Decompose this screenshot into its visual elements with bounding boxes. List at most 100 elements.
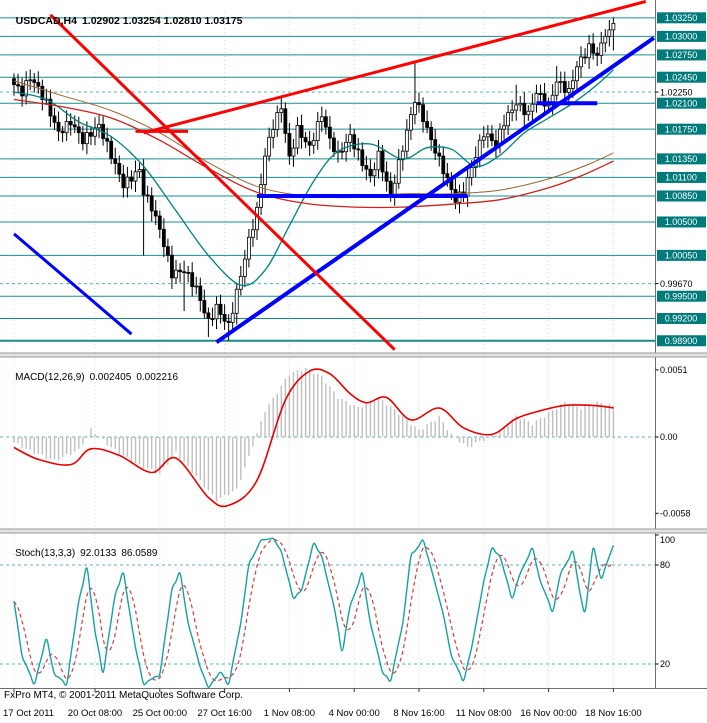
- price-badge[interactable]: [657, 97, 706, 109]
- price-badge[interactable]: [657, 216, 706, 228]
- candle-body: [263, 155, 268, 185]
- price-axis[interactable]: 1.03250 1.03000 1.02750 1.02450 1.022501.021…: [655, 0, 707, 689]
- candle-body: [542, 93, 547, 107]
- panel-separator[interactable]: [0, 529, 707, 533]
- candle-body: [441, 155, 446, 175]
- price-badge-label: 1.00500: [665, 217, 698, 227]
- candle-body: [571, 80, 575, 89]
- time-axis[interactable]: 17 Oct 2011 20 Oct 08:00 25 Oct 00:00 27 Oc…: [0, 688, 707, 720]
- candle-body: [332, 137, 336, 152]
- symbol-timeframe-label: USDCAD,H4: [15, 15, 77, 27]
- candle-body: [117, 163, 122, 175]
- candle-body: [356, 148, 361, 151]
- candle-body: [279, 108, 284, 113]
- price-badge[interactable]: [657, 290, 706, 302]
- candle-body: [218, 303, 223, 315]
- price-badge[interactable]: [657, 190, 706, 202]
- candle-body: [125, 176, 130, 189]
- candle-body: [327, 126, 332, 139]
- candle-body: [510, 109, 515, 114]
- copyright-label: FxPro MT4, © 2001-2011 MetaQuotes Softwa…: [4, 690, 243, 701]
- candle-body: [206, 312, 211, 319]
- candle-body: [242, 258, 247, 277]
- panel-separator[interactable]: [0, 353, 707, 357]
- candle-body: [413, 102, 417, 115]
- price-badge-label: 1.01350: [665, 154, 698, 164]
- price-badge[interactable]: [657, 153, 706, 165]
- price-badge[interactable]: [657, 71, 706, 83]
- candle-body: [210, 318, 215, 320]
- candle-body: [190, 272, 195, 287]
- candle-body: [530, 103, 535, 112]
- macd-panel[interactable]: [0, 367, 656, 508]
- red-descending-trendline[interactable]: [49, 13, 396, 351]
- time-axis-label[interactable]: 18 Nov 16:00: [585, 708, 642, 719]
- price-badge-label: 1.00050: [665, 251, 698, 261]
- macd-main-value: 0.002405: [89, 372, 132, 383]
- stoch-k-line: [13, 537, 615, 688]
- time-axis-label[interactable]: 11 Nov 08:00: [456, 708, 512, 719]
- price-badge-label: 1.00850: [665, 191, 698, 201]
- candle-body: [93, 127, 97, 137]
- candle-body: [587, 43, 591, 59]
- price-badge[interactable]: [657, 12, 706, 24]
- candle-body: [234, 288, 239, 314]
- price-badge-label: 1.03250: [665, 13, 698, 23]
- stoch-d-value: 86.0589: [121, 548, 158, 559]
- red-ascending-trendline[interactable]: [143, 0, 647, 135]
- price-badge[interactable]: [657, 123, 706, 135]
- candle-body: [194, 285, 199, 288]
- price-badge[interactable]: [657, 335, 706, 347]
- candle-body: [80, 132, 85, 145]
- blue-descending-trendline[interactable]: [13, 232, 133, 336]
- candle-body: [417, 102, 421, 106]
- candle-body: [518, 102, 523, 106]
- time-axis-label[interactable]: 17 Oct 2011: [3, 708, 54, 719]
- candle-body: [575, 66, 579, 82]
- trendlines-layer[interactable]: [13, 0, 656, 351]
- price-badge-label: 1.02450: [665, 72, 698, 82]
- candle-body: [311, 140, 316, 146]
- price-badge[interactable]: [657, 312, 706, 324]
- header-ohlc-values: 1.02902 1.03254 1.02810 1.03175: [81, 15, 243, 27]
- candle-body: [595, 52, 600, 56]
- price-badge[interactable]: [657, 49, 706, 61]
- candle-body: [364, 165, 369, 170]
- time-axis-label[interactable]: 16 Nov 00:00: [520, 708, 577, 719]
- stoch-indicator-label: Stoch(13,3,3): [15, 548, 76, 559]
- candle-body: [489, 133, 494, 142]
- macd-axis-label: 0.0051: [660, 365, 688, 375]
- candle-body: [554, 81, 559, 96]
- candle-body: [149, 195, 154, 212]
- candle-body: [583, 56, 587, 59]
- candle-body: [246, 236, 251, 260]
- candle-body: [165, 246, 170, 256]
- candle-body: [408, 114, 413, 131]
- time-axis-label[interactable]: 1 Nov 08:00: [264, 708, 315, 719]
- candle-body: [32, 79, 37, 83]
- candle-body: [526, 110, 531, 116]
- candle-body: [303, 137, 308, 143]
- stoch-k-value: 92.0133: [80, 548, 117, 559]
- time-axis-label[interactable]: 20 Oct 08:00: [68, 708, 122, 719]
- price-badge[interactable]: [657, 249, 706, 261]
- candle-body: [76, 126, 81, 134]
- candle-body: [178, 269, 182, 273]
- price-axis-label: 1.02250: [660, 87, 693, 97]
- macd-signal-value: 0.002216: [136, 372, 179, 383]
- stoch-panel[interactable]: [0, 537, 656, 688]
- price-badge[interactable]: [657, 30, 706, 42]
- price-badge[interactable]: [657, 171, 706, 183]
- time-axis-label[interactable]: 4 Nov 00:00: [329, 708, 380, 719]
- candle-body: [562, 81, 567, 93]
- panel-separators[interactable]: [0, 352, 707, 534]
- time-axis-label[interactable]: 25 Oct 00:00: [133, 708, 187, 719]
- candle-body: [566, 88, 571, 93]
- candle-body: [60, 130, 65, 134]
- time-axis-label[interactable]: 27 Oct 16:00: [197, 708, 251, 719]
- blue-ascending-trendline[interactable]: [215, 36, 656, 344]
- stoch-axis-label: 80: [660, 560, 670, 570]
- candle-body: [105, 138, 110, 142]
- time-axis-label[interactable]: 8 Nov 16:00: [393, 708, 444, 719]
